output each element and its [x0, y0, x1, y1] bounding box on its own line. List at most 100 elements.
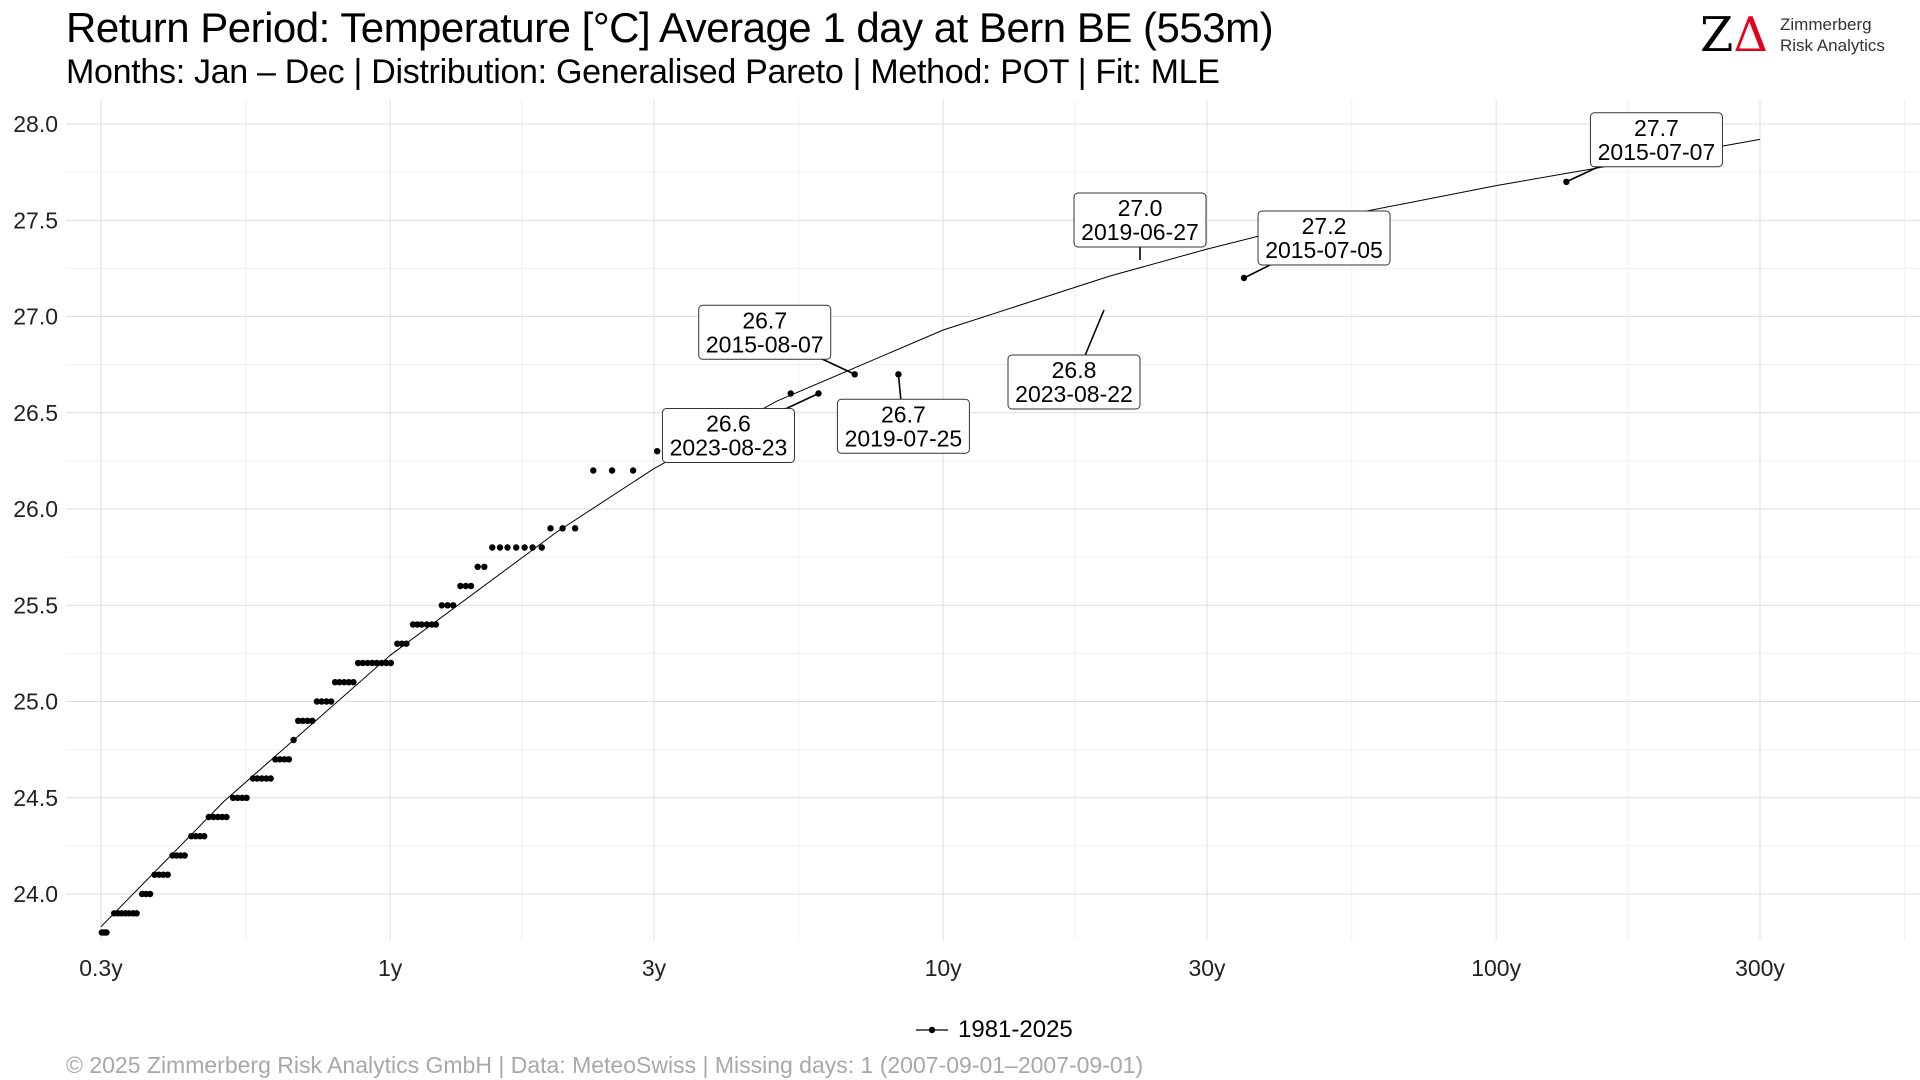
annotation-box [1073, 192, 1207, 248]
data-point [354, 659, 362, 667]
data-point [214, 813, 221, 821]
data-point [272, 756, 279, 763]
annotations-layer: 26.62023-08-2326.72015-08-0726.72019-07-… [661, 112, 1723, 463]
data-point [474, 563, 481, 570]
data-point [341, 679, 348, 686]
data-point [327, 698, 335, 705]
data-point [223, 813, 230, 821]
x-tick-label: 100y [1471, 955, 1521, 981]
data-point [418, 621, 425, 628]
data-point [450, 602, 457, 609]
logo-mark: ZΔ [1700, 10, 1768, 60]
data-point [538, 544, 545, 551]
data-point [489, 544, 496, 551]
data-point [276, 756, 284, 763]
annotation-value: 26.7 [881, 401, 926, 427]
data-point [234, 794, 241, 801]
annotation-value: 26.8 [1052, 357, 1097, 383]
data-point [1240, 274, 1248, 282]
data-point [313, 698, 321, 705]
y-tick-label: 24.0 [13, 881, 58, 907]
y-tick-label: 25.5 [13, 592, 58, 618]
data-point [423, 621, 430, 628]
data-point [409, 621, 417, 628]
annotation-value: 27.0 [1118, 195, 1163, 221]
data-point [164, 871, 171, 878]
data-point [571, 525, 579, 532]
y-tick-label: 26.0 [13, 496, 58, 522]
data-point [133, 910, 140, 917]
data-point [608, 467, 616, 474]
data-point [103, 929, 110, 936]
data-point [267, 775, 274, 782]
data-point [188, 833, 195, 840]
annotation-box [1007, 354, 1141, 410]
data-point [318, 698, 325, 705]
y-tick-label: 24.5 [13, 785, 58, 811]
data-point [151, 871, 158, 878]
data-point [398, 640, 406, 647]
data-point [481, 563, 488, 570]
data-point [438, 602, 445, 609]
data-point [263, 775, 270, 782]
data-point [336, 679, 343, 686]
data-point [323, 698, 330, 705]
y-tick-label: 25.0 [13, 689, 58, 715]
data-point [369, 659, 376, 667]
data-point [364, 659, 371, 667]
chart-subtitle: Months: Jan – Dec | Distribution: Genera… [66, 53, 1220, 91]
data-point [815, 390, 822, 397]
data-point [513, 544, 520, 551]
points-layer [98, 178, 1570, 936]
x-tick-label: 1y [378, 955, 403, 981]
annotation-value: 26.7 [742, 307, 787, 333]
data-point [787, 390, 794, 397]
data-point [285, 756, 293, 763]
data-point [201, 833, 208, 840]
data-point [1563, 178, 1570, 185]
data-point [654, 448, 661, 455]
logo-delta: Δ [1733, 7, 1769, 63]
logo-z: Z [1700, 7, 1734, 63]
y-tick-label: 26.5 [13, 400, 58, 426]
data-point [504, 544, 511, 551]
data-point [304, 717, 311, 724]
data-point [239, 794, 246, 801]
x-tick-label: 30y [1188, 955, 1226, 981]
data-point [205, 813, 212, 821]
data-point [444, 602, 451, 609]
annotation-box [698, 304, 832, 360]
data-point [547, 525, 554, 532]
annotation-value: 27.2 [1302, 213, 1347, 239]
data-point [299, 717, 306, 724]
annotation-date: 2015-07-05 [1265, 237, 1383, 263]
data-point [181, 852, 188, 859]
data-point [309, 717, 316, 724]
footer-credit: © 2025 Zimmerberg Risk Analytics GmbH | … [66, 1052, 1144, 1078]
data-point [254, 775, 261, 782]
logo-line2: Risk Analytics [1780, 36, 1885, 55]
legend-key [916, 1026, 948, 1034]
annotation-box [1589, 112, 1723, 168]
data-point [467, 582, 475, 590]
data-point [295, 717, 302, 724]
data-point [521, 544, 528, 551]
data-point [290, 736, 297, 744]
data-point [331, 679, 339, 686]
logo-line1: Zimmerberg [1780, 15, 1872, 34]
annotation-box [1257, 210, 1391, 266]
data-point [629, 467, 637, 474]
data-point [403, 640, 410, 647]
data-point [359, 659, 366, 667]
data-point [394, 640, 401, 647]
annotation-date: 2015-07-07 [1598, 139, 1716, 165]
data-point [496, 544, 504, 551]
data-point [378, 659, 385, 667]
annotation-date: 2015-08-07 [706, 331, 824, 357]
data-point [387, 659, 395, 667]
